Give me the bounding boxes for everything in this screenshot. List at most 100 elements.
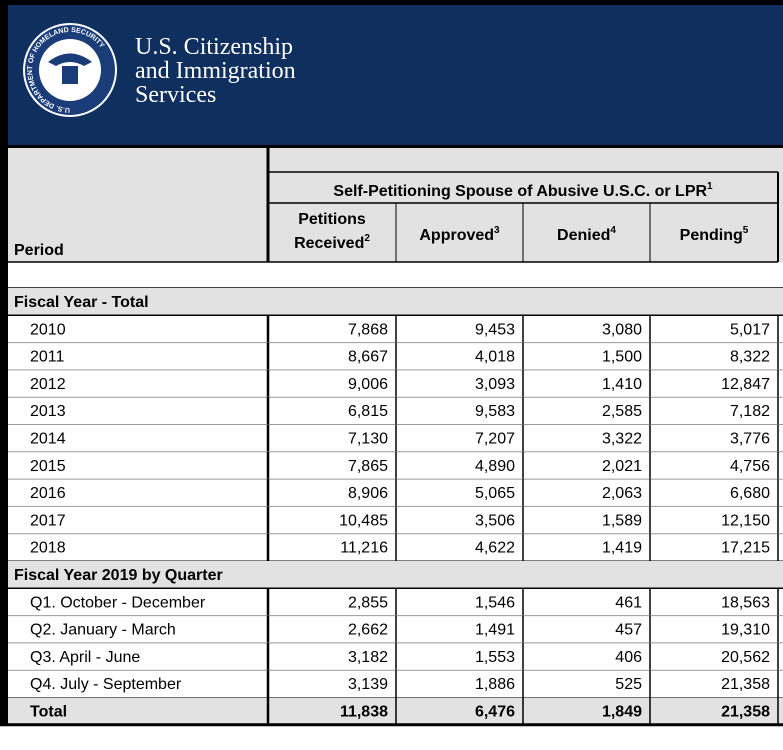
row-label: Q2. January - March xyxy=(30,622,176,639)
cell-value: 19,310 xyxy=(721,622,770,639)
cell-value: 8,667 xyxy=(348,349,388,366)
column-header: Approved3 xyxy=(419,225,500,244)
row-label: 2014 xyxy=(30,431,66,448)
row-label: 2018 xyxy=(30,540,66,557)
seal-eagle-wings xyxy=(48,53,92,66)
cell-value: 1,491 xyxy=(475,622,515,639)
cell-value: 5,065 xyxy=(475,485,515,502)
cell-value: 3,506 xyxy=(475,512,515,529)
cell-value: 9,583 xyxy=(475,403,515,420)
cell-value: 10,485 xyxy=(339,512,388,529)
cell-value: 1,419 xyxy=(602,540,642,557)
footnote-ref: 5 xyxy=(743,225,749,236)
cell-value: 3,776 xyxy=(730,431,770,448)
column-header-label: Denied xyxy=(557,227,610,244)
column-header: Denied4 xyxy=(557,225,616,244)
cell-value: 1,886 xyxy=(475,676,515,693)
left-border xyxy=(0,148,8,726)
cell-value: 7,130 xyxy=(348,431,388,448)
section-bg xyxy=(8,288,783,316)
cell-value: 21,358 xyxy=(721,704,770,721)
agency-name: and Immigration xyxy=(135,58,296,84)
cell-value: 457 xyxy=(615,622,642,639)
footnote-ref: 4 xyxy=(610,225,616,236)
row-label: 2015 xyxy=(30,458,66,475)
cell-value: 2,021 xyxy=(602,458,642,475)
cell-value: 2,662 xyxy=(348,622,388,639)
cell-value: 2,063 xyxy=(602,485,642,502)
cell-value: 12,150 xyxy=(721,512,770,529)
column-header-label: Petitions xyxy=(298,211,366,228)
agency-name: U.S. Citizenship xyxy=(135,34,293,60)
cell-value: 6,680 xyxy=(730,485,770,502)
row-label: 2013 xyxy=(30,403,66,420)
seal-shield xyxy=(62,66,78,84)
row-label: Total xyxy=(30,704,67,721)
period-header: Period xyxy=(14,242,64,259)
cell-value: 3,322 xyxy=(602,431,642,448)
row-label: 2012 xyxy=(30,376,66,393)
cell-value: 6,476 xyxy=(475,704,515,721)
column-header: Received2 xyxy=(294,233,370,252)
row-label: Q4. July - September xyxy=(30,676,182,693)
cell-value: 7,865 xyxy=(348,458,388,475)
cell-value: 9,453 xyxy=(475,321,515,338)
row-label: 2010 xyxy=(30,321,66,338)
row-label: 2017 xyxy=(30,512,66,529)
column-header: Petitions xyxy=(298,211,366,228)
cell-value: 3,080 xyxy=(602,321,642,338)
cell-value: 17,215 xyxy=(721,540,770,557)
column-header-label: Approved xyxy=(419,227,494,244)
row-label: Q3. April - June xyxy=(30,649,140,666)
cell-value: 20,562 xyxy=(721,649,770,666)
cell-value: 12,847 xyxy=(721,376,770,393)
row-label: Q1. October - December xyxy=(30,594,206,611)
cell-value: 1,849 xyxy=(602,704,642,721)
cell-value: 11,838 xyxy=(340,704,388,721)
cell-value: 3,182 xyxy=(348,649,388,666)
cell-value: 7,182 xyxy=(730,403,770,420)
column-header-label: Pending xyxy=(680,227,743,244)
cell-value: 1,500 xyxy=(602,349,642,366)
cell-value: 1,553 xyxy=(475,649,515,666)
row-label: 2016 xyxy=(30,485,66,502)
cell-value: 1,410 xyxy=(602,376,642,393)
section-title: Fiscal Year - Total xyxy=(14,294,149,311)
agency-name: Services xyxy=(135,82,216,108)
cell-value: 2,855 xyxy=(348,594,388,611)
group-header-label: Self-Petitioning Spouse of Abusive U.S.C… xyxy=(333,183,707,200)
cell-value: 2,585 xyxy=(602,403,642,420)
cell-value: 4,018 xyxy=(475,349,515,366)
group-header: Self-Petitioning Spouse of Abusive U.S.C… xyxy=(333,181,713,200)
cell-value: 8,906 xyxy=(348,485,388,502)
cell-value: 461 xyxy=(615,594,642,611)
cell-value: 1,589 xyxy=(602,512,642,529)
cell-value: 4,890 xyxy=(475,458,515,475)
row-label: 2011 xyxy=(30,349,65,366)
cell-value: 7,207 xyxy=(475,431,515,448)
cell-value: 8,322 xyxy=(730,349,770,366)
cell-value: 3,093 xyxy=(475,376,515,393)
section-title: Fiscal Year 2019 by Quarter xyxy=(14,567,223,584)
cell-value: 5,017 xyxy=(730,321,770,338)
footnote-ref: 3 xyxy=(494,225,500,236)
footnote-ref: 1 xyxy=(707,181,713,192)
column-header: Pending5 xyxy=(680,225,749,244)
cell-value: 406 xyxy=(615,649,642,666)
cell-value: 21,358 xyxy=(721,676,770,693)
cell-value: 7,868 xyxy=(348,321,388,338)
cell-value: 3,139 xyxy=(348,676,388,693)
cell-value: 18,563 xyxy=(721,594,770,611)
cell-value: 4,756 xyxy=(730,458,770,475)
footnote-ref: 2 xyxy=(364,233,370,244)
column-header-label: Received xyxy=(294,235,364,252)
cell-value: 525 xyxy=(615,676,642,693)
section-bg xyxy=(8,561,783,589)
header-band xyxy=(8,5,783,145)
cell-value: 6,815 xyxy=(348,403,388,420)
cell-value: 9,006 xyxy=(348,376,388,393)
cell-value: 11,216 xyxy=(340,540,388,557)
cell-value: 1,546 xyxy=(475,594,515,611)
